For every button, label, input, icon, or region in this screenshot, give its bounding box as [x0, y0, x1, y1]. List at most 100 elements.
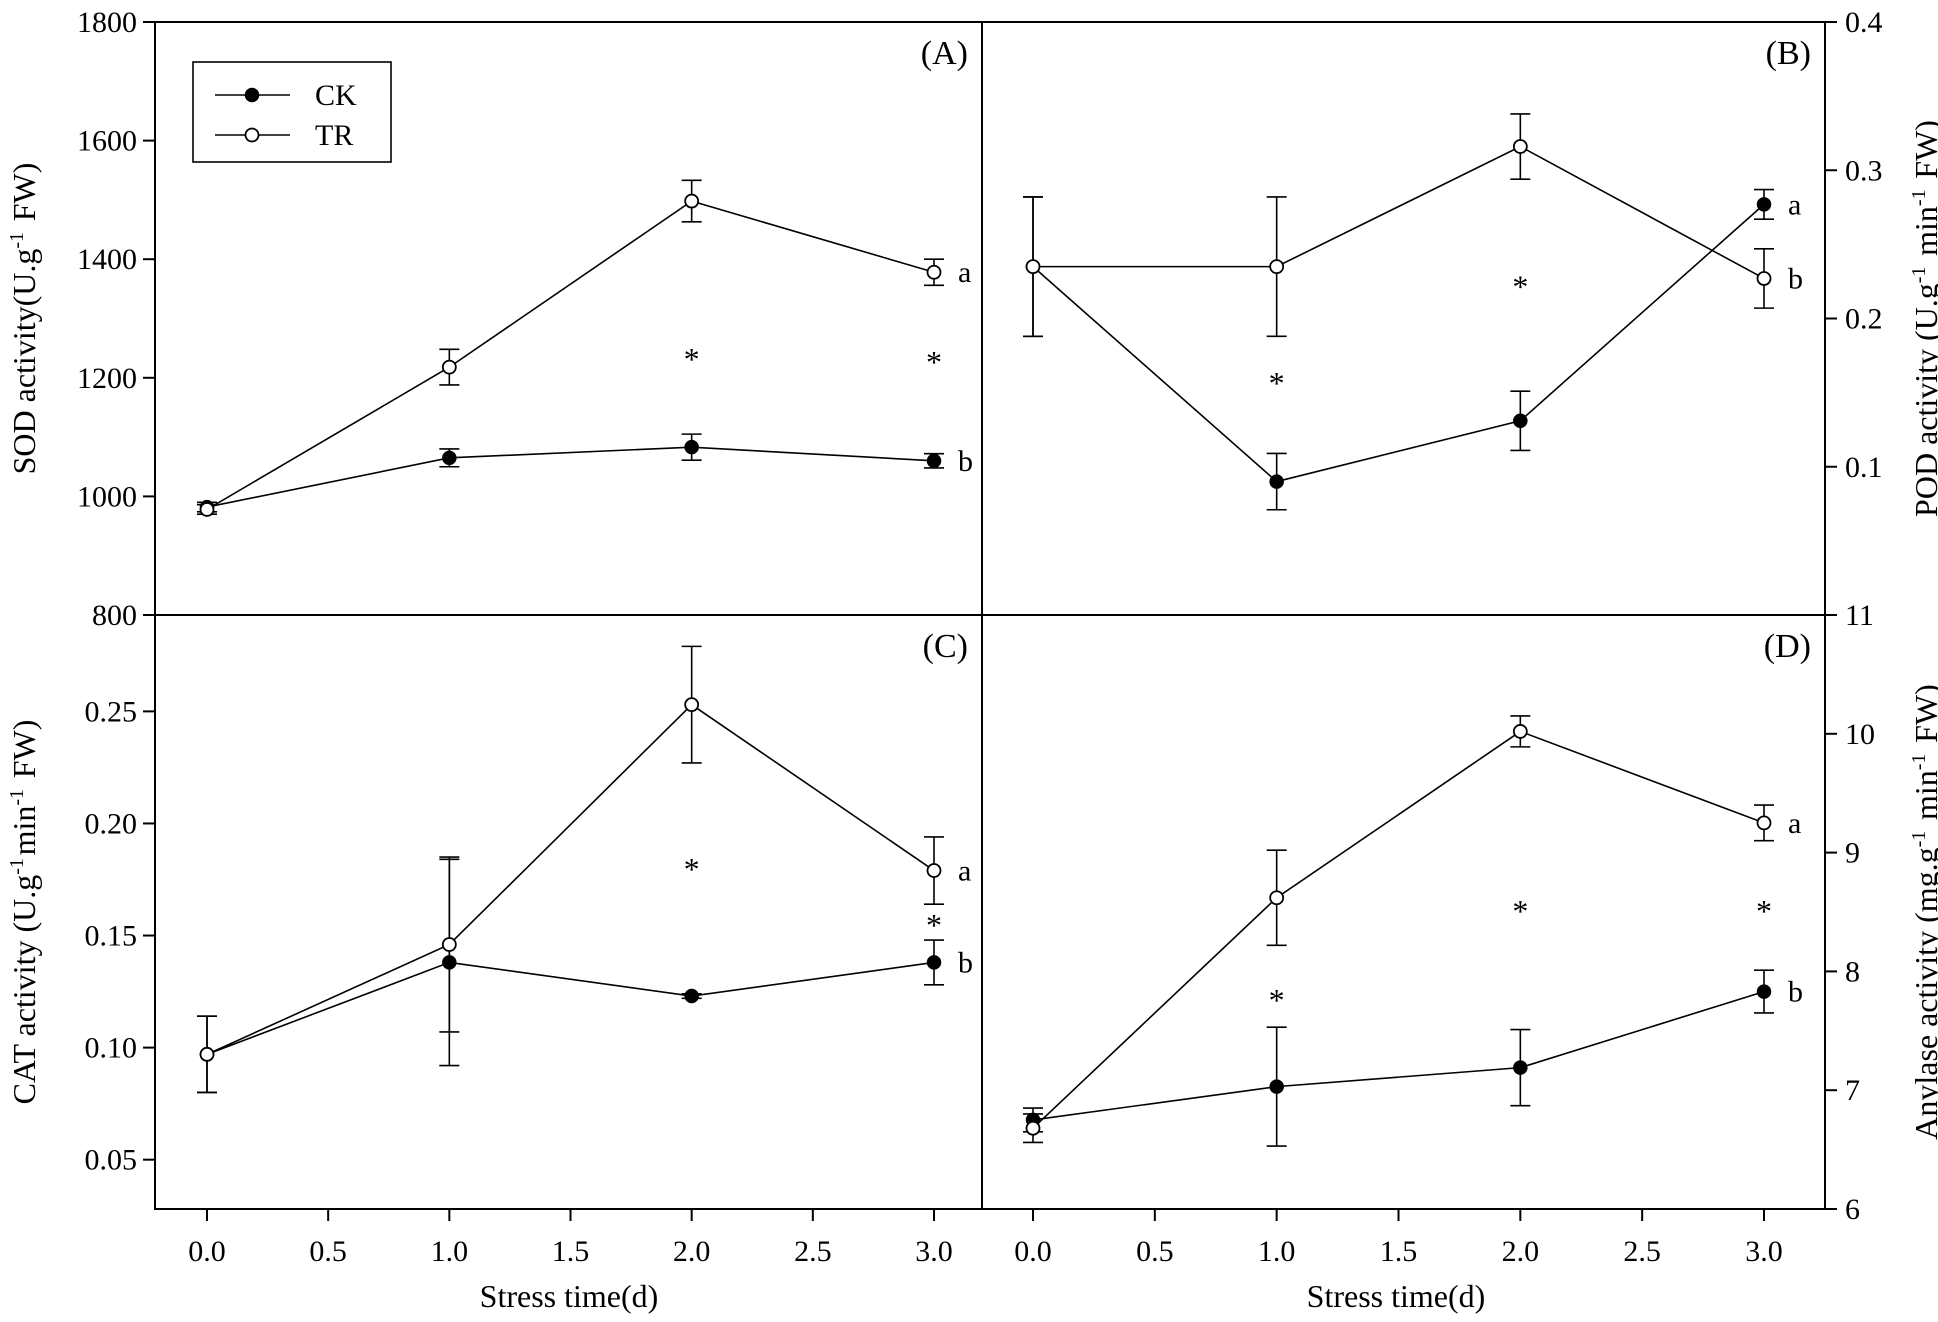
data-point-tr [1756, 271, 1772, 286]
panel-label: (B) [1766, 35, 1811, 72]
x-tick-label: 1.0 [1258, 1235, 1296, 1268]
y-tick-label: 0.4 [1845, 6, 1883, 39]
y-tick-label: 11 [1845, 599, 1874, 632]
x-tick-label: 1.0 [431, 1235, 469, 1268]
x-tick-label: 2.5 [794, 1235, 832, 1268]
y-tick-label: 0.2 [1845, 303, 1883, 336]
data-point-tr [926, 264, 942, 280]
x-tick-label: 3.0 [1745, 1235, 1783, 1268]
significance-asterisk: * [684, 341, 700, 377]
panels-layer: 800 1000 1200 1400 1600 1800 SOD activity(U.g-… [6, 6, 1938, 1268]
significance-asterisk: * [1269, 365, 1285, 401]
x-axis-title-left: Stress time(d) [480, 1278, 659, 1314]
data-point-ck [1513, 413, 1528, 429]
data-point-tr [1512, 724, 1528, 739]
x-tick-label: 0.5 [309, 1235, 347, 1268]
legend: CK TR [192, 61, 392, 163]
series-tr: a [197, 645, 971, 1094]
x-tick-label: 2.5 [1623, 1235, 1661, 1268]
panel-c-frame [154, 614, 983, 1210]
significance-asterisk: * [684, 851, 700, 887]
x-tick-label: 2.0 [1502, 1235, 1540, 1268]
panel-label: (A) [921, 35, 968, 72]
significance-letter: b [958, 946, 973, 979]
data-point-tr [1512, 139, 1528, 154]
x-tick-label: 2.0 [673, 1235, 711, 1268]
panel-a: 800 1000 1200 1400 1600 1800 SOD activity(U.g-… [6, 6, 983, 632]
y-axis-title: Anylase activity (mg.g-1 min-1 FW) [1908, 684, 1938, 1140]
x-axis-title-right: Stress time(d) [1307, 1278, 1486, 1314]
significance-letter: b [1788, 976, 1803, 1009]
series-line-ck [206, 961, 935, 1056]
data-point-ck [926, 955, 942, 970]
series-line-tr [206, 200, 935, 511]
y-tick-label: 6 [1845, 1193, 1860, 1226]
data-point-ck [926, 453, 942, 469]
series-line-ck [1032, 990, 1765, 1121]
data-point-ck [1756, 984, 1772, 999]
significance-asterisk: * [926, 344, 942, 380]
y-tick-label: 0.10 [85, 1032, 138, 1065]
series-line-ck [206, 446, 935, 508]
series-ck: b [197, 858, 973, 1094]
significance-asterisk: * [1269, 982, 1285, 1018]
panel-d: 6 7 8 9 10 11 0.0 0.5 1.0 1.5 2.0 2.5 3.0 Anylase act… [981, 599, 1938, 1268]
y-tick-label: 1000 [77, 480, 137, 513]
significance-letter: a [958, 256, 971, 289]
significance-letter: a [958, 855, 971, 888]
series-tr: b [1023, 113, 1803, 338]
significance-asterisk: * [1512, 893, 1528, 929]
series-ck: b [1023, 969, 1803, 1147]
significance-asterisk: * [926, 907, 942, 943]
data-point-ck [1269, 1079, 1284, 1094]
panel-d-frame [981, 614, 1826, 1210]
data-point-tr [684, 697, 700, 713]
data-point-tr [1269, 259, 1285, 275]
data-point-ck [1513, 1060, 1528, 1075]
data-point-ck [684, 988, 699, 1004]
data-point-tr [441, 937, 457, 952]
data-point-tr [1756, 815, 1772, 831]
y-tick-label: 0.05 [85, 1144, 138, 1177]
data-point-tr [441, 359, 457, 375]
y-tick-label: 0.25 [85, 695, 138, 728]
series-line-tr [206, 703, 935, 1056]
series-tr: a [197, 179, 971, 517]
y-tick-label: 800 [92, 599, 137, 632]
y-tick-label: 10 [1845, 718, 1875, 751]
series-line-tr [1033, 145, 1765, 280]
y-tick-label: 1400 [77, 243, 137, 276]
x-tick-label: 3.0 [915, 1235, 953, 1268]
panel-b: 0.1 0.2 0.3 0.4 POD activity (U.g-1 min-1 FW… [981, 6, 1938, 616]
y-tick-label: 0.3 [1845, 154, 1883, 187]
significance-asterisk: * [1756, 893, 1772, 929]
legend-marker-tr [244, 127, 260, 143]
data-point-ck [1756, 197, 1772, 212]
data-point-tr [1025, 259, 1041, 275]
y-tick-label: 9 [1845, 837, 1860, 870]
y-axis-title: SOD activity(U.g-1 FW) [6, 163, 42, 475]
x-tick-label: 1.5 [552, 1235, 590, 1268]
x-tick-label: 0.0 [188, 1235, 226, 1268]
legend-box [192, 61, 392, 163]
panel-b-frame [981, 21, 1826, 616]
y-tick-label: 7 [1845, 1074, 1860, 1107]
series-ck: a [1023, 188, 1801, 511]
y-tick-label: 1600 [77, 125, 137, 158]
series-line-ck [1032, 203, 1765, 483]
series-tr: a [1023, 715, 1801, 1144]
y-tick-label: 0.1 [1845, 451, 1883, 484]
panel-label: (D) [1764, 628, 1811, 665]
data-point-tr [1025, 1120, 1041, 1136]
y-axis-title: POD activity (U.g-1 min-1 FW) [1908, 120, 1938, 517]
data-point-tr [199, 1046, 215, 1062]
y-tick-label: 8 [1845, 955, 1860, 988]
x-tick-label: 1.5 [1380, 1235, 1418, 1268]
y-tick-label: 1800 [77, 6, 137, 39]
legend-label-ck: CK [315, 79, 357, 112]
data-point-tr [199, 502, 215, 517]
significance-letter: b [958, 445, 973, 478]
data-point-tr [1269, 890, 1285, 906]
data-point-tr [926, 863, 942, 878]
